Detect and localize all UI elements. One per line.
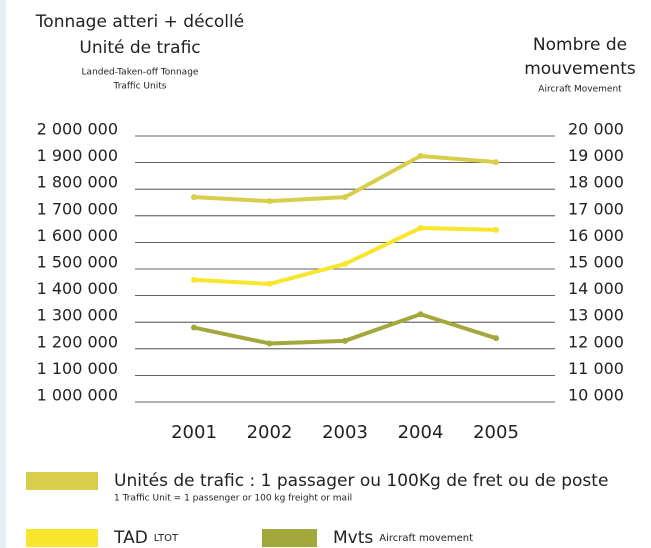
point	[493, 226, 499, 233]
y2-tick-label: 10 000	[568, 386, 624, 405]
series-line	[193, 226, 497, 286]
point	[417, 152, 424, 159]
legend-note: LTOT	[154, 533, 179, 544]
subtitle-left: Traffic Units	[113, 82, 167, 92]
y-tick-label: 1 300 000	[37, 306, 118, 325]
y-tick-label: 1 200 000	[37, 332, 118, 351]
title-right: Nombre de	[533, 35, 627, 55]
point	[266, 198, 273, 205]
y2-tick-label: 12 000	[568, 332, 624, 351]
point	[191, 276, 197, 283]
legend-swatch	[26, 472, 98, 490]
title-left: Unité de trafic	[79, 38, 200, 58]
point	[191, 194, 197, 201]
subtitle-left: Landed-Taken-off Tonnage	[82, 68, 199, 78]
y2-tick-label: 18 000	[568, 173, 624, 192]
legend-note: Aircraft movement	[379, 533, 473, 544]
point	[266, 340, 273, 347]
y2-tick-label: 15 000	[568, 253, 624, 272]
y2-tick-label: 11 000	[568, 359, 624, 378]
x-tick-label: 2005	[473, 422, 519, 443]
legend-label: Mvts Aircraft movement	[333, 528, 473, 548]
legend-swatch	[262, 529, 317, 547]
y-tick-label: 1 800 000	[37, 173, 118, 192]
point	[342, 260, 348, 267]
point	[417, 225, 424, 232]
y2-tick-label: 14 000	[568, 279, 624, 298]
point	[266, 280, 273, 287]
point	[191, 324, 197, 331]
point	[342, 337, 348, 344]
y-tick-label: 1 900 000	[37, 146, 118, 165]
point	[342, 194, 348, 201]
point	[493, 335, 499, 342]
y-tick-label: 1 500 000	[37, 253, 118, 272]
y-tick-label: 1 600 000	[37, 226, 118, 245]
x-tick-label: 2004	[398, 422, 444, 443]
legend-name: TAD	[113, 528, 148, 548]
x-tick-label: 2001	[171, 422, 217, 443]
title-left: Tonnage atteri + décollé	[35, 12, 244, 32]
legend-note: 1 Traffic Unit = 1 passenger or 100 kg f…	[114, 494, 352, 504]
y2-tick-label: 13 000	[568, 306, 624, 325]
subtitle-right: Aircraft Movement	[538, 85, 622, 95]
y2-tick-label: 20 000	[568, 120, 624, 139]
legend-name: Unités de trafic : 1 passager ou 100Kg d…	[114, 471, 608, 491]
legend-swatch	[26, 529, 98, 547]
title-right: mouvements	[524, 59, 636, 79]
legend-label: Unités de trafic : 1 passager ou 100Kg d…	[114, 471, 608, 491]
y-tick-label: 1 000 000	[37, 386, 118, 405]
y2-tick-label: 19 000	[568, 146, 624, 165]
y-tick-label: 1 400 000	[37, 279, 118, 298]
x-tick-label: 2002	[247, 422, 293, 443]
y-tick-label: 2 000 000	[37, 120, 118, 139]
y-tick-label: 1 100 000	[37, 359, 118, 378]
point	[417, 311, 424, 318]
legend-label: TAD LTOT	[113, 528, 179, 548]
edge	[0, 0, 6, 548]
y2-tick-label: 17 000	[568, 199, 624, 218]
x-tick-label: 2003	[322, 422, 368, 443]
legend-name: Mvts	[333, 528, 373, 548]
point	[493, 159, 499, 166]
y2-tick-label: 16 000	[568, 226, 624, 245]
y-tick-label: 1 700 000	[37, 199, 118, 218]
